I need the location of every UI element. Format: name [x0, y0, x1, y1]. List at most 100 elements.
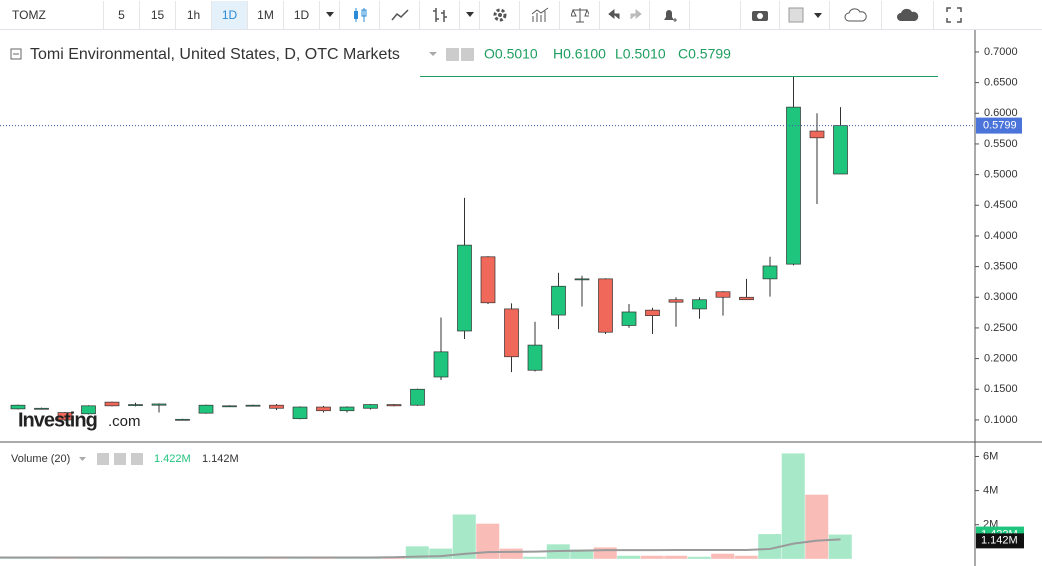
candles-button[interactable] — [340, 0, 380, 29]
candle-body — [692, 299, 707, 310]
volume-bar — [452, 514, 476, 559]
volume-bar — [781, 453, 805, 559]
bars-button[interactable] — [420, 0, 460, 29]
icon — [607, 8, 642, 19]
volume-bar — [429, 548, 453, 559]
settings-button[interactable] — [480, 0, 520, 29]
candle-body — [10, 404, 26, 410]
y-tick-label: 0.5500 — [984, 138, 1018, 150]
last-price-label: 0.5799 — [983, 120, 1017, 132]
dropdown[interactable] — [320, 0, 340, 29]
interval-button[interactable]: 1h — [176, 0, 212, 29]
ohlc-legend: L0.5010 — [615, 46, 666, 62]
candle-body — [81, 405, 96, 415]
volume-bar — [828, 534, 852, 559]
candle-body — [104, 401, 120, 407]
ma-line — [0, 538, 841, 559]
candle-body — [739, 296, 754, 301]
dropdown[interactable] — [460, 0, 480, 29]
caret — [79, 457, 86, 461]
volume-bar — [687, 556, 711, 559]
chart-background — [0, 30, 1042, 566]
icon — [752, 10, 768, 21]
candle-body — [621, 311, 637, 326]
chart-title: Tomi Environmental, United States, D, OT… — [30, 46, 400, 63]
collapse-button[interactable] — [10, 48, 22, 60]
caret — [325, 12, 334, 17]
volume-bar — [499, 548, 523, 559]
legend-button[interactable] — [114, 453, 126, 465]
candle-body — [151, 403, 167, 406]
icon — [432, 7, 447, 22]
icon — [353, 7, 366, 22]
last-ma-box — [976, 533, 1024, 549]
y-tick-label: 0.4000 — [984, 230, 1018, 242]
symbol-input[interactable]: TOMZ — [0, 0, 104, 29]
candle-body — [34, 407, 49, 410]
icon — [844, 7, 867, 21]
candle-body — [551, 285, 566, 316]
candle-body — [292, 406, 308, 420]
candle-body — [386, 404, 402, 407]
candle-body — [316, 406, 331, 412]
candle-body — [574, 278, 590, 281]
y-tick-label: 0.3500 — [984, 261, 1018, 273]
cloud-save-button[interactable] — [882, 0, 934, 29]
interval-button[interactable]: 5 — [104, 0, 140, 29]
candle-body — [433, 351, 449, 378]
indicators-button[interactable] — [520, 0, 560, 29]
ohlc-legend: O0.5010 — [484, 46, 538, 62]
legend-button[interactable] — [446, 48, 459, 61]
icon — [896, 8, 918, 21]
y-tick-label: 0.6000 — [984, 107, 1018, 119]
alert-button[interactable] — [650, 0, 690, 29]
icon — [788, 7, 822, 22]
icon — [531, 7, 548, 22]
volume-bar — [523, 556, 547, 559]
fullscreen-button[interactable] — [934, 1, 974, 29]
y-tick-label: 0.5000 — [984, 169, 1018, 181]
legend-button[interactable] — [131, 453, 143, 465]
icon — [946, 6, 962, 23]
volume-bar — [593, 547, 617, 559]
interval-button[interactable]: 1M — [248, 0, 284, 29]
caret — [429, 52, 437, 56]
y-tick-label: 0.4500 — [984, 199, 1018, 211]
volume-bar — [570, 549, 594, 559]
volume-bar — [734, 555, 758, 559]
range-button[interactable]: 1D — [284, 0, 320, 29]
line-button[interactable] — [380, 0, 420, 29]
legend-button[interactable] — [461, 48, 474, 61]
candle-body — [480, 256, 496, 304]
interval-button[interactable]: 15 — [140, 0, 176, 29]
candle-body — [245, 404, 261, 407]
last-price-box — [976, 117, 1022, 134]
y-tick-label: 6M — [983, 450, 998, 462]
legend-button[interactable] — [97, 453, 109, 465]
icon — [390, 8, 409, 20]
candle-body — [762, 265, 778, 280]
undo-redo[interactable] — [600, 0, 650, 29]
snapshot-button[interactable] — [740, 0, 780, 29]
volume-bar — [664, 555, 688, 559]
logo-brand: Investing — [18, 409, 97, 431]
y-tick-label: 0.6500 — [984, 77, 1018, 89]
color-button[interactable] — [780, 0, 830, 29]
candle-body — [222, 405, 237, 408]
y-tick-label: 0.2500 — [984, 322, 1018, 334]
toolbar: TOMZ 5 15 1h 1D 1M 1D — [0, 0, 1042, 30]
candle-body — [715, 291, 731, 298]
interval-button[interactable]: 1D — [212, 0, 248, 29]
volume-bar — [711, 553, 735, 559]
candle-body — [175, 418, 190, 421]
ohlc-legend: C0.5799 — [678, 46, 731, 62]
volume-legend: 1.422M — [154, 453, 191, 465]
cloud-load-button[interactable] — [830, 0, 882, 29]
last-ma-label: 1.142M — [981, 534, 1018, 546]
y-tick-label: 0.3000 — [984, 291, 1018, 303]
compare-button[interactable] — [560, 0, 600, 29]
volume-bar — [758, 534, 782, 559]
candle-body — [786, 106, 801, 265]
candle-body — [339, 406, 355, 412]
candle-body — [504, 308, 519, 358]
